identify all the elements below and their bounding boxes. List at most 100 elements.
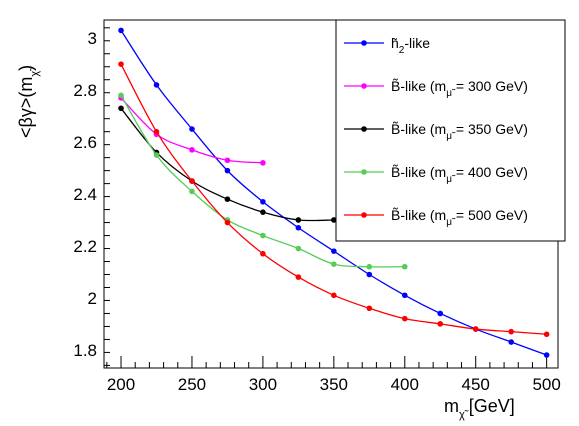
y-tick-label: 2.2 [73,237,97,256]
x-axis-title: mχ̃ [GeV] [444,396,515,421]
tick-labels: 200 250 300 350 400 450 500 1.8 2 2.2 2.4 2.6 2.8 3 [73,29,560,394]
data-point [189,126,195,132]
data-point [508,328,514,335]
data-point [331,261,337,267]
legend-label-rest: = 500 GeV) [452,207,528,223]
x-tick-label: 400 [391,375,419,394]
y-axis-title: <βγ>(mχ̃) [16,65,41,138]
legend-label: B̃-like (mμ̃ = 300 GeV) [391,78,528,99]
legend-label-rest: -like [404,35,430,51]
x-tick-label: 250 [178,375,206,394]
data-point [295,274,302,280]
x-tick-label: 500 [532,375,560,394]
legend-label-main: B̃-like (m [391,78,446,94]
legend-label: B̃-like (mμ̃ = 400 GeV) [391,164,528,185]
data-point [260,198,266,205]
legend-box [335,19,566,242]
legend-label-main: h̃ [391,35,399,51]
legend-label: B̃-like (mμ̃ = 500 GeV) [391,207,528,228]
data-point [366,263,373,270]
data-point [224,167,231,174]
data-point [437,310,444,317]
data-point [118,27,124,34]
legend-marker [361,169,367,175]
x-tick-label: 200 [107,375,135,394]
legend-entry: B̃-like (mμ̃ = 300 GeV) [344,78,528,99]
data-point [401,263,408,270]
data-point [366,271,373,278]
y-axis-title-sub: χ̃ [29,67,41,77]
legend-label-sub: μ̃ [446,131,456,142]
legend-label-sub: μ̃ [446,88,456,99]
legend-label-sub: 2 [399,45,405,56]
legend-entry: h̃2-like [344,35,430,56]
data-point [543,352,550,358]
data-point [153,82,160,88]
legend-label-rest: = 350 GeV) [452,121,528,137]
data-point [189,178,195,184]
data-point [189,188,195,195]
data-point [472,326,479,332]
legend-label: h̃2-like [391,35,430,56]
y-tick-label: 1.8 [73,341,97,360]
data-point [224,219,231,226]
legend-marker [361,212,367,218]
data-point [331,217,337,223]
data-point [295,245,302,252]
legend-entry: B̃-like (mμ̃ = 500 GeV) [344,207,528,228]
x-axis-title-sub: χ̃ [459,409,469,421]
y-tick-label: 2.8 [73,81,97,100]
data-point [260,209,266,215]
y-tick-label: 2.4 [73,185,97,204]
data-point [401,292,408,299]
data-point [331,292,337,299]
data-point [224,157,231,164]
legend-label: B̃-like (mμ̃ = 350 GeV) [391,121,528,142]
legend-label-rest: = 400 GeV) [452,164,528,180]
data-point [118,105,124,112]
legend-label-main: B̃-like (m [391,207,446,223]
data-point [118,92,124,99]
data-point [118,61,124,67]
legend-entry: B̃-like (mμ̃ = 400 GeV) [344,164,528,185]
data-point [543,331,550,338]
x-tick-label: 350 [320,375,348,394]
data-point [260,250,266,257]
data-point [260,160,266,166]
data-point [295,217,302,223]
x-tick-label: 300 [249,375,277,394]
y-axis-title-close: ) [16,65,36,71]
x-axis-title-unit: [GeV] [469,396,515,416]
legend-label-sub: μ̃ [446,217,456,228]
data-point [437,321,444,327]
series-1 [118,95,266,166]
y-tick-label: 2.6 [73,133,97,152]
legend-entry: B̃-like (mμ̃ = 350 GeV) [344,121,528,142]
legend-marker [361,83,367,89]
data-point [153,152,160,158]
y-tick-label: 3 [88,29,97,48]
y-tick-label: 2 [88,289,97,308]
legend-label-main: B̃-like (m [391,121,446,137]
x-axis-title-main: m [444,396,459,416]
data-point [295,224,302,231]
legend-label-main: B̃-like (m [391,164,446,180]
data-point [401,315,408,322]
x-tick-label: 450 [462,375,490,394]
legend-marker [361,126,367,132]
data-point [331,248,337,254]
axis-ticks [104,27,548,368]
data-point [224,196,231,202]
data-point [260,232,266,239]
y-axis-title-main: <βγ>(m [16,77,36,138]
legend-label-sub: μ̃ [446,174,456,185]
data-point [153,128,160,135]
data-point [366,305,373,312]
data-point [508,339,514,345]
series-3 [118,92,408,270]
series-4 [118,61,550,338]
legend-marker [361,40,367,46]
